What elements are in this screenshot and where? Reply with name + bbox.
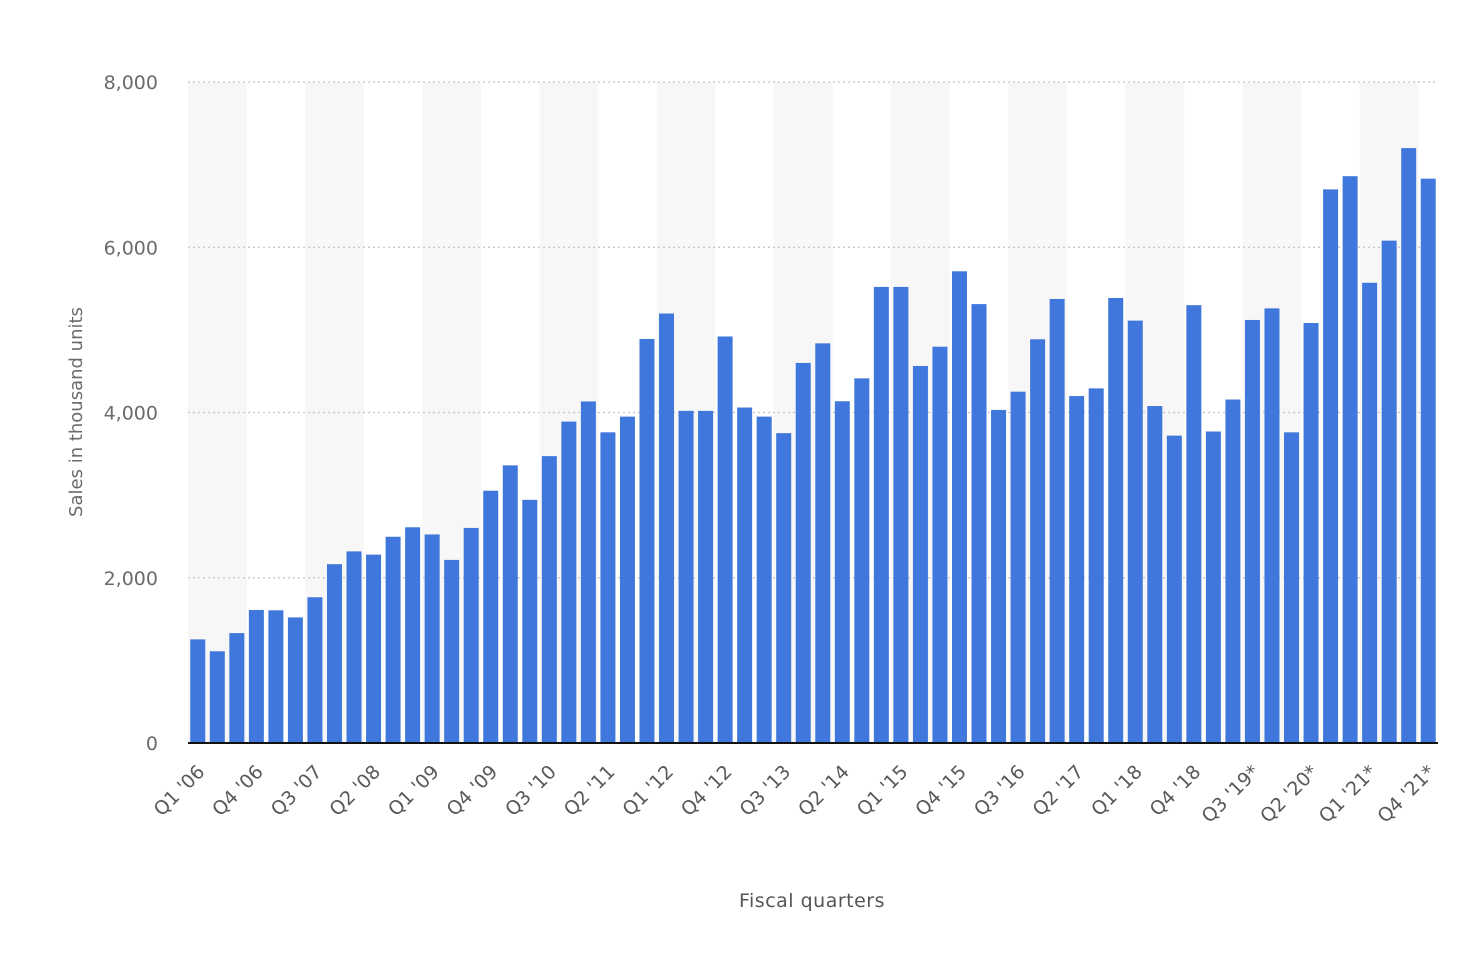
x-tick-label: Q2 '20* bbox=[1256, 761, 1322, 827]
bar bbox=[932, 346, 948, 743]
bar bbox=[756, 416, 772, 743]
bar bbox=[561, 421, 577, 743]
x-tick-label: Q3 '07 bbox=[267, 761, 327, 821]
bar bbox=[1108, 297, 1124, 743]
y-tick-label: 8,000 bbox=[104, 72, 158, 94]
bar bbox=[346, 551, 362, 743]
x-tick-label: Q2 '11 bbox=[560, 761, 620, 821]
bar bbox=[1303, 323, 1319, 743]
x-tick-label: Q3 '13 bbox=[735, 761, 795, 821]
bar bbox=[678, 410, 694, 743]
x-tick-label: Q4 '09 bbox=[443, 761, 503, 821]
bar bbox=[1244, 319, 1260, 743]
y-tick-label: 4,000 bbox=[104, 403, 158, 425]
bar bbox=[248, 609, 264, 743]
x-tick-label: Q1 '12 bbox=[618, 761, 678, 821]
x-axis-title: Fiscal quarters bbox=[739, 890, 885, 912]
x-tick-label: Q3 '10 bbox=[501, 761, 561, 821]
bar bbox=[580, 401, 596, 743]
bar bbox=[698, 410, 714, 743]
bar bbox=[912, 365, 928, 743]
bar bbox=[619, 416, 635, 743]
bar bbox=[1127, 320, 1143, 743]
x-tick-label: Q3 '16 bbox=[970, 761, 1030, 821]
x-tick-label: Q2 '17 bbox=[1028, 761, 1088, 821]
y-axis-title: Sales in thousand units bbox=[66, 307, 87, 517]
bar bbox=[366, 554, 382, 743]
bar bbox=[1147, 406, 1163, 743]
x-tick-label: Q4 '15 bbox=[911, 761, 971, 821]
bar bbox=[190, 639, 206, 743]
x-tick-label: Q1 '06 bbox=[150, 761, 210, 821]
bar bbox=[951, 271, 967, 743]
bar bbox=[873, 286, 889, 743]
bar bbox=[1069, 396, 1085, 743]
x-tick-label: Q4 '21* bbox=[1373, 761, 1439, 827]
bar bbox=[737, 407, 753, 743]
bar bbox=[444, 559, 460, 743]
background-band bbox=[188, 82, 247, 743]
bar bbox=[834, 401, 850, 743]
bar bbox=[307, 597, 323, 743]
bar bbox=[268, 610, 284, 743]
bar bbox=[209, 651, 225, 743]
bar bbox=[1030, 339, 1046, 743]
x-tick-label: Q1 '21* bbox=[1315, 761, 1381, 827]
bar bbox=[717, 336, 733, 743]
bar bbox=[1362, 282, 1378, 743]
x-tick-label: Q1 '15 bbox=[853, 761, 913, 821]
x-tick-label: Q2 '14 bbox=[794, 761, 854, 821]
bar bbox=[483, 490, 499, 743]
bar bbox=[1284, 432, 1300, 743]
bar bbox=[1381, 240, 1397, 743]
bar bbox=[424, 534, 440, 743]
y-tick-labels: 0 2,000 4,000 6,000 8,000 bbox=[104, 72, 158, 755]
bar bbox=[1166, 435, 1182, 743]
bar bbox=[541, 456, 557, 743]
bar bbox=[1420, 178, 1436, 744]
bar bbox=[1264, 308, 1280, 743]
bar bbox=[854, 378, 870, 743]
bar bbox=[600, 432, 616, 743]
bar bbox=[1342, 176, 1358, 743]
bar bbox=[1205, 431, 1221, 743]
bar bbox=[659, 313, 675, 743]
bar bbox=[405, 527, 421, 743]
bar bbox=[1323, 189, 1339, 743]
bar bbox=[795, 362, 811, 743]
x-tick-label: Q4 '06 bbox=[208, 761, 268, 821]
bars bbox=[190, 148, 1436, 744]
bar bbox=[1186, 305, 1202, 743]
bar bbox=[463, 527, 479, 743]
bar bbox=[1088, 388, 1104, 743]
bar bbox=[1225, 399, 1241, 743]
bar bbox=[385, 536, 401, 743]
bar bbox=[893, 286, 909, 743]
x-tick-label: Q3 '19* bbox=[1198, 761, 1264, 827]
bar bbox=[326, 564, 342, 743]
y-tick-label: 2,000 bbox=[104, 568, 158, 590]
y-tick-label: 0 bbox=[146, 733, 158, 755]
bar bbox=[971, 304, 987, 743]
bar bbox=[639, 338, 655, 743]
x-tick-label: Q1 '18 bbox=[1087, 761, 1147, 821]
x-tick-label: Q4 '12 bbox=[677, 761, 737, 821]
bar bbox=[1401, 148, 1417, 744]
bar bbox=[502, 465, 518, 743]
bar bbox=[1010, 391, 1026, 743]
x-tick-label: Q1 '09 bbox=[384, 761, 444, 821]
bar bbox=[229, 633, 245, 743]
bar bbox=[1049, 298, 1065, 743]
bar bbox=[287, 617, 303, 743]
y-tick-label: 6,000 bbox=[104, 237, 158, 259]
bar bbox=[776, 433, 792, 743]
x-tick-label: Q2 '08 bbox=[325, 761, 385, 821]
bar bbox=[991, 409, 1007, 743]
bar bbox=[815, 343, 831, 743]
bar bbox=[522, 499, 538, 743]
